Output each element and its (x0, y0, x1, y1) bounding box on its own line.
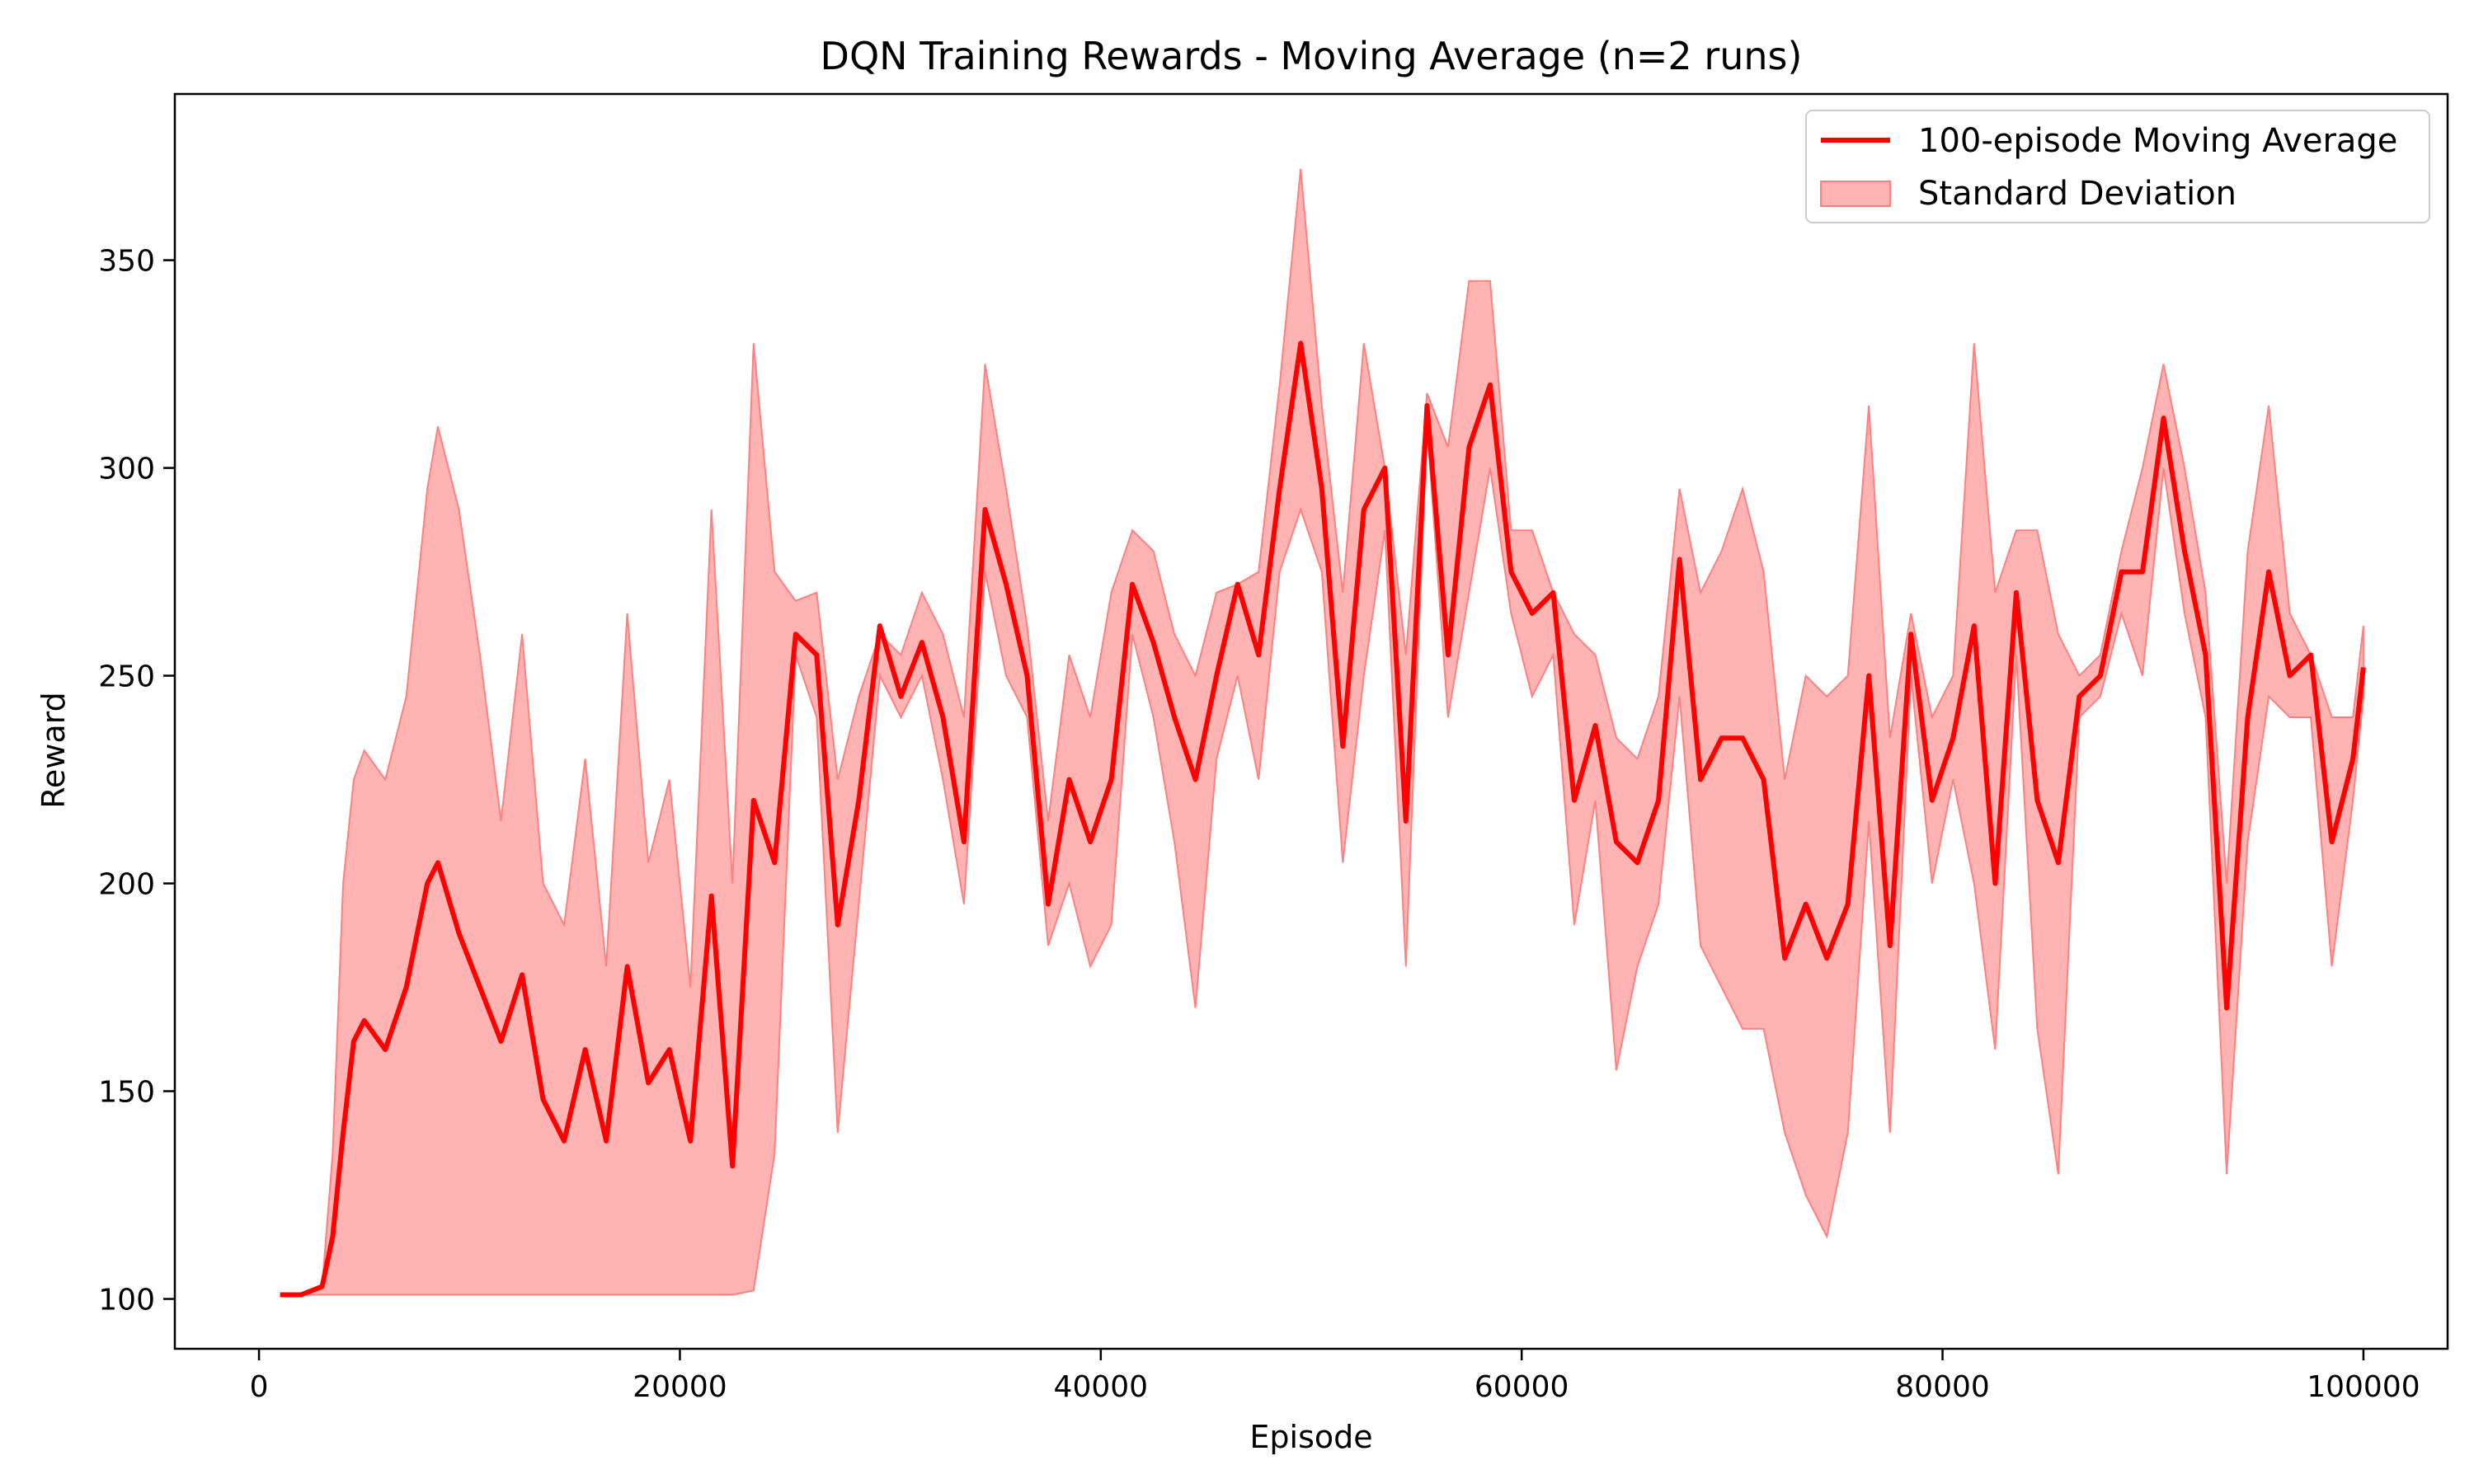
plot-area (280, 168, 2366, 1298)
x-tick-label: 20000 (633, 1370, 727, 1404)
y-tick-label: 150 (98, 1076, 155, 1110)
x-tick-label: 40000 (1054, 1370, 1149, 1404)
legend: 100-episode Moving Average Standard Devi… (1805, 110, 2430, 223)
x-axis-label: Episode (1249, 1419, 1372, 1455)
std-deviation-band (280, 168, 2364, 1296)
y-tick-label: 100 (98, 1284, 155, 1317)
legend-box (1805, 110, 2430, 223)
x-tick-label: 100000 (2307, 1370, 2420, 1404)
legend-entry-std: Standard Deviation (1918, 175, 2236, 213)
y-tick-label: 200 (98, 868, 155, 902)
x-tick-label: 80000 (1895, 1370, 1990, 1404)
x-tick-label: 60000 (1475, 1370, 1569, 1404)
y-tick-label: 250 (98, 660, 155, 694)
y-tick-label: 350 (98, 245, 155, 279)
x-axis-ticks: 0 20000 40000 60000 80000 100000 (250, 1349, 2420, 1404)
legend-band-swatch (1820, 181, 1891, 207)
moving-average-line (280, 340, 2366, 1298)
y-tick-label: 300 (98, 453, 155, 486)
x-tick-label: 0 (250, 1370, 269, 1404)
chart-title: DQN Training Rewards - Moving Average (n… (821, 34, 1803, 78)
y-axis-ticks: 100 150 200 250 300 350 (98, 245, 175, 1317)
y-axis-label: Reward (35, 692, 72, 809)
plot-frame (173, 92, 2449, 1350)
legend-entry-mean: 100-episode Moving Average (1918, 122, 2397, 160)
